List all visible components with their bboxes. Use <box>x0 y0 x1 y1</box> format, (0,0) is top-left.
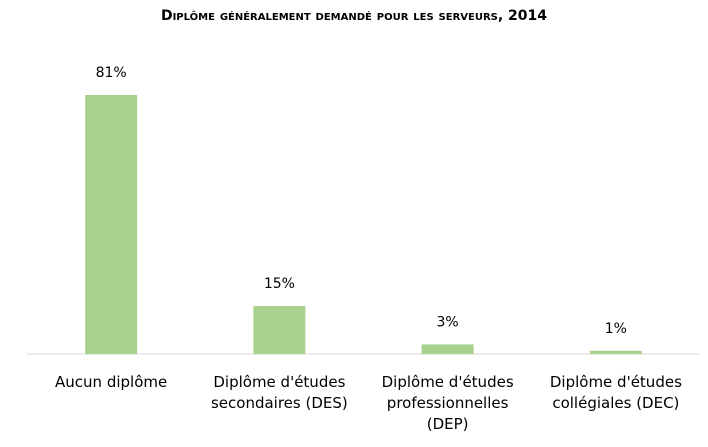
value-label: 1% <box>605 321 627 337</box>
x-tick-label: Aucun diplôme <box>55 373 168 391</box>
bar <box>589 350 642 354</box>
bar <box>421 344 474 354</box>
bar <box>85 95 138 354</box>
x-tick-label: Diplôme d'études collégiales (DEC) <box>549 373 682 412</box>
x-tick-label: Diplôme d'études secondaires (DES) <box>210 373 348 412</box>
value-label: 3% <box>437 314 459 330</box>
bar <box>253 306 306 354</box>
value-label: 15% <box>264 276 295 292</box>
value-label: 81% <box>96 65 127 81</box>
chart-title: Diplôme généralement demandé pour les se… <box>160 8 548 24</box>
x-tick-label: Diplôme d'études professionnelles (DEP) <box>381 373 514 433</box>
